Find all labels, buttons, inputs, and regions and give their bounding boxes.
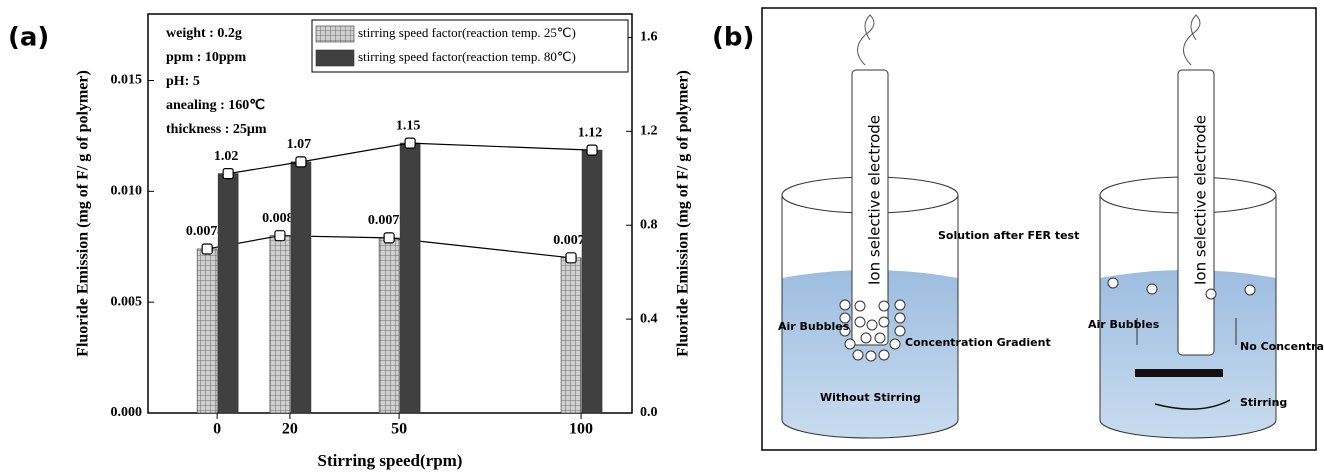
- bar: [581, 149, 603, 414]
- marker: [586, 144, 598, 156]
- panel-label: (b): [712, 23, 754, 53]
- arrow: [1154, 399, 1231, 410]
- electrode-label: Ion selective electrode: [866, 115, 884, 285]
- wire: [857, 14, 875, 66]
- marker: [383, 232, 395, 244]
- y2-tick-label: 0.0: [640, 405, 658, 420]
- data-label: 0.0079: [368, 213, 407, 228]
- marker: [222, 168, 234, 180]
- legend-label: stirring speed factor(reaction temp. 25℃…: [358, 25, 576, 40]
- x-tick-label: 50: [391, 421, 407, 438]
- line: [228, 142, 593, 175]
- annotation: anealing : 160℃: [166, 98, 265, 113]
- y-tick-label: 0.015: [111, 73, 143, 88]
- annotation: pH: 5: [166, 74, 200, 89]
- y2-axis-label: Fluoride Emission (mg of F/ g of polymer…: [675, 70, 692, 357]
- label: Solution after FER test: [938, 229, 1079, 242]
- data-label: 0.007: [553, 233, 585, 248]
- label: No Concentration Gradient: [1240, 340, 1324, 353]
- y-tick-label: 0.010: [111, 184, 143, 199]
- bubbles: [839, 299, 906, 362]
- marker: [295, 156, 307, 168]
- legend-swatch: [315, 25, 355, 43]
- panel-label: (a): [8, 23, 49, 53]
- label: Stirring: [1240, 396, 1287, 409]
- data-label: 0.0074: [186, 224, 225, 239]
- label: Air Bubbles: [1088, 318, 1160, 331]
- arrow: [1136, 318, 1237, 345]
- bar: [196, 248, 218, 414]
- legend-swatch: [315, 49, 355, 67]
- legend: [311, 19, 629, 73]
- bar: [378, 237, 400, 414]
- marker: [274, 230, 286, 242]
- y2-tick-label: 1.6: [640, 30, 658, 45]
- bar: [290, 161, 312, 414]
- chart-a: 0.000 0.005 0.010 0.015 0.0 0.4 0.8 1.2 1.6 0 20 50…: [75, 13, 692, 470]
- electrode-label: Ion selective electrode: [1192, 115, 1210, 285]
- line: [207, 235, 572, 259]
- x-tick-label: 0: [213, 421, 221, 438]
- y-tick-label: 0.000: [111, 405, 143, 420]
- annotation: ppm : 10ppm: [166, 50, 246, 65]
- y2-tick-label: 1.2: [640, 124, 658, 139]
- diagram-b: (b) Ion selective electrode Solution aft…: [712, 7, 1324, 451]
- electrode: [1177, 69, 1215, 356]
- label: Concentration Gradient: [905, 336, 1051, 349]
- y-axis-label: Fluoride Emission (mg of F/ g of polymer…: [75, 70, 92, 357]
- bar: [560, 257, 582, 414]
- annotation: thickness : 25μm: [166, 122, 267, 137]
- label: Air Bubbles: [778, 320, 850, 333]
- x-tick-label: 100: [569, 421, 593, 438]
- data-label: 1.15: [396, 118, 421, 133]
- y2-tick-label: 0.8: [640, 217, 658, 232]
- annotation: weight : 0.2g: [166, 26, 242, 41]
- wire: [1183, 14, 1201, 66]
- marker: [565, 252, 577, 264]
- bar: [217, 173, 239, 414]
- beaker: [781, 195, 959, 439]
- bar: [399, 142, 421, 414]
- y-tick-label: 0.005: [111, 294, 143, 309]
- data-label: 1.02: [214, 149, 239, 164]
- bar: [269, 235, 291, 414]
- bubbles: [1107, 277, 1256, 300]
- label: Without Stirring: [820, 391, 921, 404]
- x-axis-label: Stirring speed(rpm): [318, 451, 463, 470]
- y2-tick-label: 0.4: [640, 311, 658, 326]
- frame: [761, 7, 1317, 451]
- data-label: 1.12: [578, 125, 603, 140]
- stirrer: [1135, 369, 1223, 377]
- marker: [404, 137, 416, 149]
- data-label: 1.07: [287, 137, 312, 152]
- x-tick-label: 20: [282, 421, 298, 438]
- marker: [201, 243, 213, 255]
- legend-label: stirring speed factor(reaction temp. 80℃…: [358, 49, 576, 64]
- electrode: [851, 69, 889, 346]
- data-label: 0.008: [262, 211, 294, 226]
- beaker: [1099, 195, 1277, 439]
